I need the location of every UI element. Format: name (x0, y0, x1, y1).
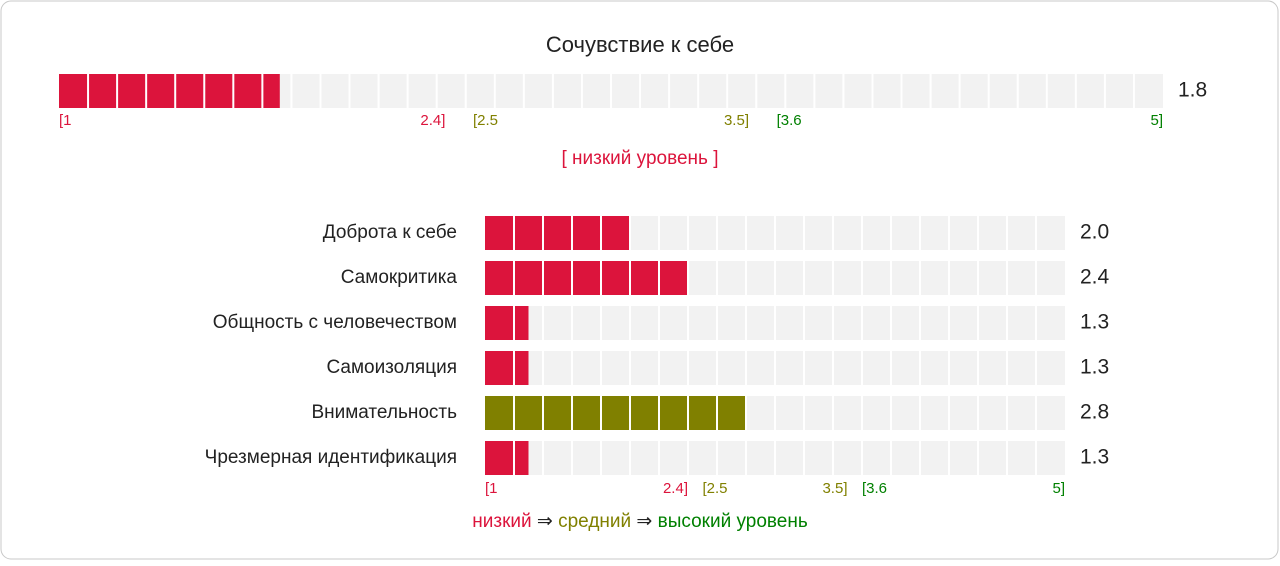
x-tick-label: 3.5] (822, 480, 847, 497)
legend-item: низкий (472, 511, 531, 532)
value-label: 1.3 (1080, 311, 1109, 334)
x-tick-label: [3.6 (862, 480, 887, 497)
value-label: 1.3 (1080, 446, 1109, 469)
legend: низкий ⇒ средний ⇒ высокий уровень (472, 511, 808, 532)
value-label: 1.3 (1080, 356, 1109, 379)
bar (485, 261, 688, 295)
x-tick-label: 2.4] (420, 112, 445, 129)
bar (485, 396, 746, 430)
x-tick-label: 5] (1150, 112, 1163, 129)
category-label: Самокритика (341, 267, 458, 288)
x-tick-label: [2.5 (703, 480, 728, 497)
value-label: 1.8 (1178, 79, 1207, 102)
category-label: Внимательность (311, 402, 457, 423)
legend-item: высокий уровень (658, 511, 808, 532)
value-label: 2.8 (1080, 401, 1109, 424)
category-label: Самоизоляция (326, 357, 457, 378)
value-label: 2.4 (1080, 266, 1110, 289)
x-tick-label: [1 (59, 112, 72, 129)
category-label: Доброта к себе (323, 222, 457, 243)
chart-title: Сочувствие к себе (546, 32, 734, 57)
legend-separator: ⇒ (532, 511, 558, 532)
x-tick-label: [2.5 (473, 112, 498, 129)
bar (485, 351, 529, 385)
legend-item: средний (558, 511, 631, 532)
x-tick-label: [1 (485, 480, 498, 497)
bar (485, 306, 529, 340)
x-tick-label: 2.4] (663, 480, 688, 497)
level-label: [ низкий уровень ] (561, 148, 718, 169)
bar (59, 74, 280, 108)
legend-separator: ⇒ (631, 511, 657, 532)
x-tick-label: 5] (1052, 480, 1065, 497)
x-tick-label: [3.6 (777, 112, 802, 129)
bar (485, 216, 630, 250)
value-label: 2.0 (1080, 221, 1109, 244)
x-tick-label: 3.5] (724, 112, 749, 129)
category-label: Чрезмерная идентификация (205, 447, 457, 468)
bar (485, 441, 529, 475)
category-label: Общность с человечеством (213, 312, 457, 333)
